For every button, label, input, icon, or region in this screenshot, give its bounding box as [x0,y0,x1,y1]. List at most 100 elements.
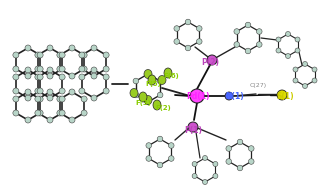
Ellipse shape [312,67,317,72]
Ellipse shape [145,71,151,77]
Ellipse shape [256,42,262,47]
Ellipse shape [59,74,65,80]
Ellipse shape [35,66,41,72]
Ellipse shape [130,88,138,98]
Ellipse shape [256,29,262,34]
Text: C(27): C(27) [249,84,266,88]
Ellipse shape [47,73,53,79]
Ellipse shape [59,52,65,58]
Ellipse shape [25,67,31,73]
Ellipse shape [295,37,300,42]
Ellipse shape [59,88,65,94]
Ellipse shape [13,66,19,72]
Ellipse shape [153,100,161,110]
Ellipse shape [13,52,19,58]
Ellipse shape [91,45,97,51]
Ellipse shape [69,73,75,79]
Ellipse shape [37,96,43,102]
Ellipse shape [81,96,87,102]
Text: F(2): F(2) [155,105,171,111]
Ellipse shape [245,48,251,54]
Ellipse shape [139,92,147,102]
Ellipse shape [47,95,53,101]
Text: N(1): N(1) [226,92,244,101]
Ellipse shape [144,95,152,105]
Ellipse shape [37,66,43,72]
Ellipse shape [157,162,163,168]
Ellipse shape [277,90,287,100]
Ellipse shape [312,78,317,83]
Ellipse shape [185,45,191,51]
Ellipse shape [148,75,156,85]
Ellipse shape [35,96,41,102]
Ellipse shape [145,99,151,105]
Ellipse shape [302,61,308,67]
Ellipse shape [57,52,63,58]
Ellipse shape [237,165,243,171]
Ellipse shape [248,159,254,164]
Text: P(2): P(2) [201,59,219,67]
Ellipse shape [103,88,109,94]
Ellipse shape [203,156,208,160]
Ellipse shape [25,73,31,79]
Text: Pd(1): Pd(1) [186,92,210,101]
Ellipse shape [293,78,298,83]
Ellipse shape [37,110,43,116]
Ellipse shape [286,32,291,36]
Ellipse shape [57,66,63,72]
Ellipse shape [35,74,41,80]
Ellipse shape [248,146,254,151]
Ellipse shape [295,48,300,53]
Ellipse shape [203,180,208,184]
Ellipse shape [25,45,31,51]
Ellipse shape [192,161,197,167]
Ellipse shape [302,84,308,88]
Ellipse shape [81,110,87,116]
Ellipse shape [25,117,31,123]
Ellipse shape [188,122,198,132]
Text: F(5): F(5) [145,81,161,87]
Ellipse shape [293,67,298,72]
Ellipse shape [91,73,97,79]
Ellipse shape [169,143,174,148]
Ellipse shape [164,68,172,78]
Ellipse shape [79,66,85,72]
Ellipse shape [37,88,43,94]
Ellipse shape [13,110,19,116]
Ellipse shape [226,159,232,164]
Ellipse shape [69,45,75,51]
Ellipse shape [190,89,204,103]
Ellipse shape [59,110,65,116]
Ellipse shape [197,39,202,44]
Ellipse shape [213,174,218,178]
Ellipse shape [158,75,166,84]
Ellipse shape [81,52,87,58]
Ellipse shape [157,136,163,142]
Ellipse shape [226,146,232,151]
Ellipse shape [59,96,65,102]
Ellipse shape [37,52,43,58]
Ellipse shape [47,67,53,73]
Ellipse shape [103,52,109,58]
Ellipse shape [103,66,109,72]
Ellipse shape [47,117,53,123]
Ellipse shape [237,139,243,145]
Text: F(6): F(6) [163,73,179,79]
Ellipse shape [234,29,239,34]
Ellipse shape [146,143,152,148]
Ellipse shape [213,161,218,167]
Ellipse shape [276,37,281,42]
Ellipse shape [69,117,75,123]
Ellipse shape [91,67,97,73]
Ellipse shape [59,66,65,72]
Ellipse shape [286,53,291,59]
Ellipse shape [25,95,31,101]
Ellipse shape [57,96,63,102]
Ellipse shape [146,156,152,161]
Ellipse shape [197,26,202,31]
Ellipse shape [25,89,31,95]
Ellipse shape [91,95,97,101]
Ellipse shape [79,74,85,80]
Ellipse shape [133,92,139,98]
Ellipse shape [234,42,239,47]
